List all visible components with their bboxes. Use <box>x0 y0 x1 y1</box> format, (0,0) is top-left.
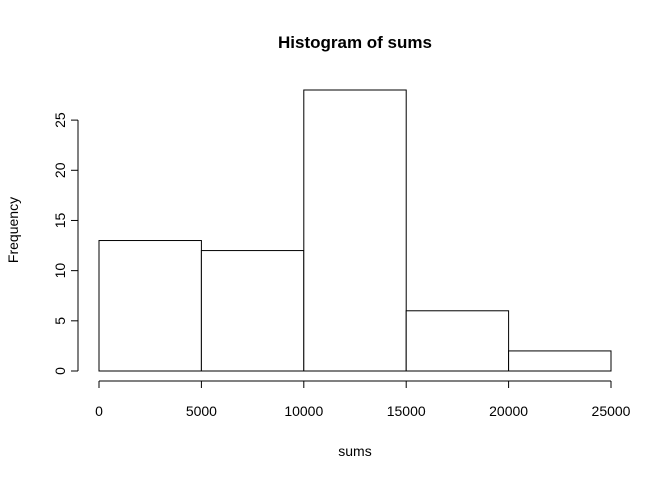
x-tick-label-2: 10000 <box>284 403 323 419</box>
x-tick-label-0: 0 <box>95 403 103 419</box>
bar-0 <box>98 240 202 372</box>
y-tick-label-2: 10 <box>52 263 68 279</box>
y-tick-label-5: 25 <box>52 112 68 128</box>
y-tick-label-1: 5 <box>52 317 68 325</box>
bar-1 <box>200 250 305 372</box>
x-axis: 0 5000 10000 15000 20000 25000 <box>95 380 631 419</box>
bar-2 <box>303 89 407 372</box>
bar-4 <box>508 350 612 372</box>
bar-3 <box>405 310 510 372</box>
bars-group <box>98 89 612 372</box>
x-tick-label-3: 15000 <box>387 403 426 419</box>
y-tick-label-0: 0 <box>52 367 68 375</box>
x-tick-label-1: 5000 <box>186 403 217 419</box>
x-tick-label-4: 20000 <box>489 403 528 419</box>
y-axis-label: Frequency <box>5 197 21 263</box>
y-tick-label-3: 15 <box>52 212 68 228</box>
y-axis: 0 5 10 15 20 25 <box>52 112 79 375</box>
y-tick-label-4: 20 <box>52 162 68 178</box>
x-axis-label: sums <box>338 443 371 459</box>
chart-title: Histogram of sums <box>278 33 432 52</box>
x-tick-label-5: 25000 <box>592 403 631 419</box>
